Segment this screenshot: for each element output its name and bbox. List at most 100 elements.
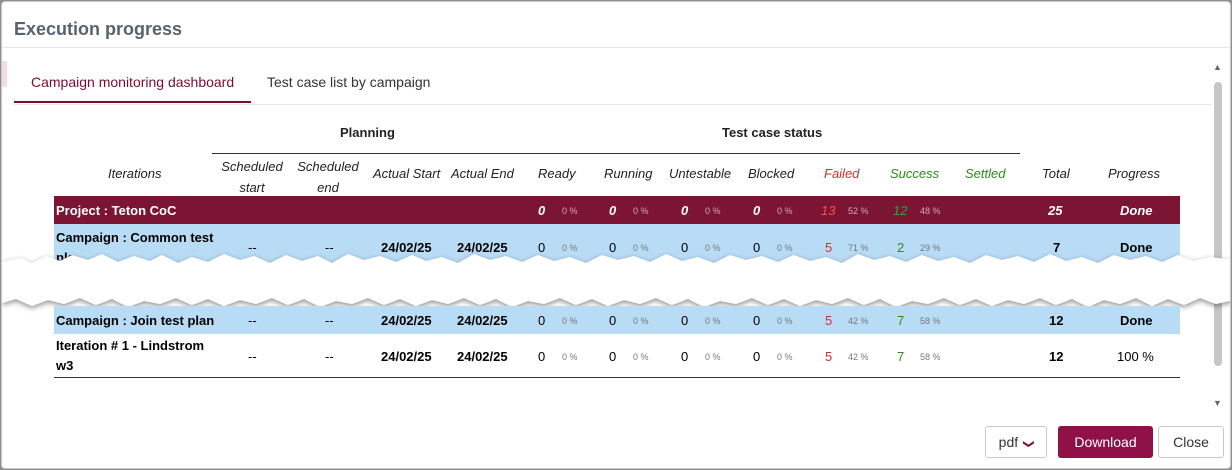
col-header-iterations: Iterations [108, 166, 162, 181]
running-count: 0 [609, 240, 617, 255]
chevron-down-icon: ❯ [1022, 439, 1035, 449]
col-header-untestable: Untestable [669, 166, 732, 181]
scheduled-start: -- [248, 349, 257, 364]
scroll-up-icon[interactable]: ▲ [1213, 62, 1222, 72]
vertical-scrollbar[interactable]: ▲ ▼ [1210, 60, 1226, 412]
ready-percent: 0 % [562, 243, 578, 253]
col-header-ready: Ready [538, 166, 576, 181]
success-percent: 58 % [920, 352, 941, 362]
progress-status: Done [1120, 203, 1153, 218]
success-count: 2 [897, 240, 905, 255]
scrollbar-thumb[interactable] [1214, 82, 1222, 366]
untestable-percent: 0 % [705, 316, 721, 326]
running-count: 0 [609, 349, 617, 364]
torn-edge-overlay [2, 254, 1230, 307]
table-row-iteration[interactable]: Iteration # 1 - Lindstrom w3 -- -- 24/02/… [54, 334, 1180, 378]
dialog-title: Execution progress [14, 19, 183, 39]
tab-campaign-monitoring-dashboard[interactable]: Campaign monitoring dashboard [31, 74, 235, 90]
ready-count: 0 [538, 349, 546, 364]
scheduled-end: -- [325, 240, 334, 255]
row-name: Project : Teton CoC [56, 203, 177, 218]
blocked-percent: 0 % [777, 316, 793, 326]
table-bottom-border [54, 377, 1180, 378]
active-tab-indicator [14, 101, 251, 103]
total-count: 12 [1049, 313, 1064, 328]
col-header-actual-start: Actual Start [373, 166, 441, 181]
ready-count: 0 [538, 240, 546, 255]
blocked-count: 0 [753, 240, 761, 255]
running-percent: 0 % [633, 243, 649, 253]
untestable-count: 0 [681, 240, 689, 255]
col-header-blocked: Blocked [748, 166, 795, 181]
group-header-test-case-status: Test case status [722, 125, 823, 140]
scheduled-end: -- [325, 349, 334, 364]
ready-percent: 0 % [562, 206, 578, 216]
ready-percent: 0 % [562, 316, 578, 326]
col-header-scheduled-end: Scheduled end [297, 159, 359, 195]
success-count: 12 [893, 203, 908, 218]
actual-end: 24/02/25 [457, 313, 508, 328]
progress-status: Done [1120, 313, 1153, 328]
blocked-percent: 0 % [777, 352, 793, 362]
failed-count: 13 [821, 203, 836, 218]
col-header-success: Success [890, 166, 940, 181]
actual-start: 24/02/25 [381, 349, 432, 364]
actual-end: 24/02/25 [457, 240, 508, 255]
running-percent: 0 % [633, 316, 649, 326]
untestable-count: 0 [681, 313, 689, 328]
success-percent: 29 % [920, 243, 941, 253]
failed-percent: 42 % [848, 352, 869, 362]
failed-count: 5 [825, 313, 833, 328]
blocked-percent: 0 % [777, 243, 793, 253]
running-percent: 0 % [633, 206, 649, 216]
row-name: Iteration # 1 - Lindstrom w3 [56, 338, 205, 373]
progress-status: 100 % [1117, 349, 1154, 364]
tab-test-case-list-by-campaign[interactable]: Test case list by campaign [267, 74, 431, 90]
title-divider [2, 47, 1230, 48]
scheduled-start: -- [248, 240, 257, 255]
actual-end: 24/02/25 [457, 349, 508, 364]
untestable-percent: 0 % [705, 243, 721, 253]
success-percent: 58 % [920, 316, 941, 326]
format-select[interactable]: pdf ❯ [985, 426, 1047, 458]
untestable-percent: 0 % [705, 206, 721, 216]
table-row-project[interactable]: Project : Teton CoC 0 0 % 0 0 % 0 0 % 0 … [54, 196, 1180, 224]
ready-percent: 0 % [562, 352, 578, 362]
untestable-count: 0 [681, 203, 689, 218]
progress-status: Done [1120, 240, 1153, 255]
col-header-running: Running [604, 166, 653, 181]
running-percent: 0 % [633, 352, 649, 362]
untestable-count: 0 [681, 349, 689, 364]
tab-bar: Campaign monitoring dashboard Test case … [14, 62, 1212, 105]
group-header-planning: Planning [340, 125, 395, 140]
scheduled-start: -- [248, 313, 257, 328]
blocked-count: 0 [753, 349, 761, 364]
blocked-count: 0 [753, 313, 761, 328]
col-header-failed: Failed [824, 166, 860, 181]
failed-percent: 42 % [848, 316, 869, 326]
success-count: 7 [897, 313, 905, 328]
running-count: 0 [609, 313, 617, 328]
scroll-down-icon[interactable]: ▼ [1213, 398, 1222, 408]
total-count: 25 [1048, 203, 1063, 218]
failed-percent: 71 % [848, 243, 869, 253]
blocked-count: 0 [753, 203, 761, 218]
failed-count: 5 [825, 349, 833, 364]
blocked-percent: 0 % [777, 206, 793, 216]
download-button[interactable]: Download [1058, 426, 1153, 458]
ready-count: 0 [538, 203, 546, 218]
success-percent: 48 % [920, 206, 941, 216]
col-header-total: Total [1042, 166, 1070, 181]
col-header-actual-end: Actual End [451, 166, 514, 181]
format-select-value: pdf [998, 434, 1019, 450]
ready-count: 0 [538, 313, 546, 328]
failed-count: 5 [825, 240, 833, 255]
running-count: 0 [609, 203, 617, 218]
background-stub [2, 61, 7, 87]
actual-start: 24/02/25 [381, 240, 432, 255]
close-button[interactable]: Close [1158, 426, 1224, 458]
col-header-scheduled-start: Scheduled start [221, 159, 283, 195]
col-header-settled: Settled [965, 166, 1006, 181]
actual-start: 24/02/25 [381, 313, 432, 328]
table-row-campaign[interactable]: Campaign : Join test plan -- -- 24/02/25… [54, 306, 1180, 334]
